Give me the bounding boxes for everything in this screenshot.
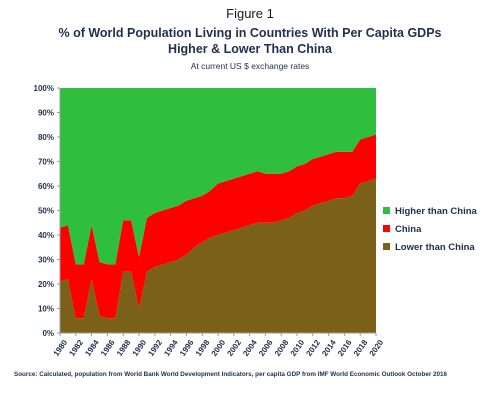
- x-tick-label: 2006: [257, 338, 275, 358]
- x-tick-label: 2018: [352, 338, 370, 358]
- x-tick-label: 2008: [273, 338, 291, 358]
- chart-title: % of World Population Living in Countrie…: [0, 25, 500, 57]
- x-tick-label: 1992: [146, 338, 164, 358]
- area-lower-than-china: [60, 178, 376, 333]
- legend-swatch: [383, 243, 390, 250]
- x-tick-label: 2016: [336, 338, 354, 358]
- y-tick-label: 80%: [38, 133, 54, 142]
- y-tick-label: 90%: [38, 109, 54, 118]
- y-tick-label: 20%: [38, 280, 54, 289]
- legend-swatch: [383, 207, 390, 214]
- legend-label: Higher than China: [395, 206, 478, 217]
- legend-label: Lower than China: [395, 242, 475, 253]
- x-tick-label: 1996: [178, 338, 196, 358]
- y-tick-label: 40%: [38, 231, 54, 240]
- area-layers: [60, 88, 376, 333]
- x-tick-label: 1994: [162, 338, 180, 358]
- x-tick-label: 2014: [320, 338, 338, 358]
- x-tick-label: 1988: [115, 338, 133, 358]
- legend-label: China: [395, 224, 422, 235]
- chart-title-line-2: Higher & Lower Than China: [168, 42, 332, 56]
- x-tick-label: 1980: [52, 338, 70, 358]
- figure-label: Figure 1: [226, 6, 274, 21]
- x-tick-label: 2004: [241, 338, 259, 358]
- y-tick-label: 100%: [34, 84, 54, 93]
- x-tick-label: 1998: [194, 338, 212, 358]
- x-tick-label: 2010: [289, 338, 307, 358]
- y-tick-label: 10%: [38, 305, 54, 314]
- legend-swatch: [383, 225, 390, 232]
- chart-subtitle: At current US $ exchange rates: [190, 61, 310, 71]
- x-tick-label: 2012: [304, 338, 322, 358]
- legend: Higher than China China Lower than China: [383, 206, 478, 253]
- x-tick-label: 1990: [131, 338, 149, 358]
- y-tick-label: 50%: [38, 207, 54, 216]
- area-higher-than-china: [60, 88, 376, 265]
- chart-title-line-1: % of World Population Living in Countrie…: [58, 26, 442, 40]
- y-tick-label: 30%: [38, 256, 54, 265]
- y-tick-label: 60%: [38, 182, 54, 191]
- x-tick-label: 1982: [67, 338, 85, 358]
- x-tick-label: 2020: [368, 338, 386, 358]
- x-tick-label: 2000: [210, 338, 228, 358]
- x-tick-label: 2002: [225, 338, 243, 358]
- x-tick-label: 1986: [99, 338, 117, 358]
- y-tick-label: 0%: [42, 329, 54, 338]
- y-tick-label: 70%: [38, 158, 54, 167]
- source-note: Source: Calculated, population from Worl…: [14, 371, 448, 378]
- x-tick-label: 1984: [83, 338, 101, 358]
- area-china: [60, 134, 376, 319]
